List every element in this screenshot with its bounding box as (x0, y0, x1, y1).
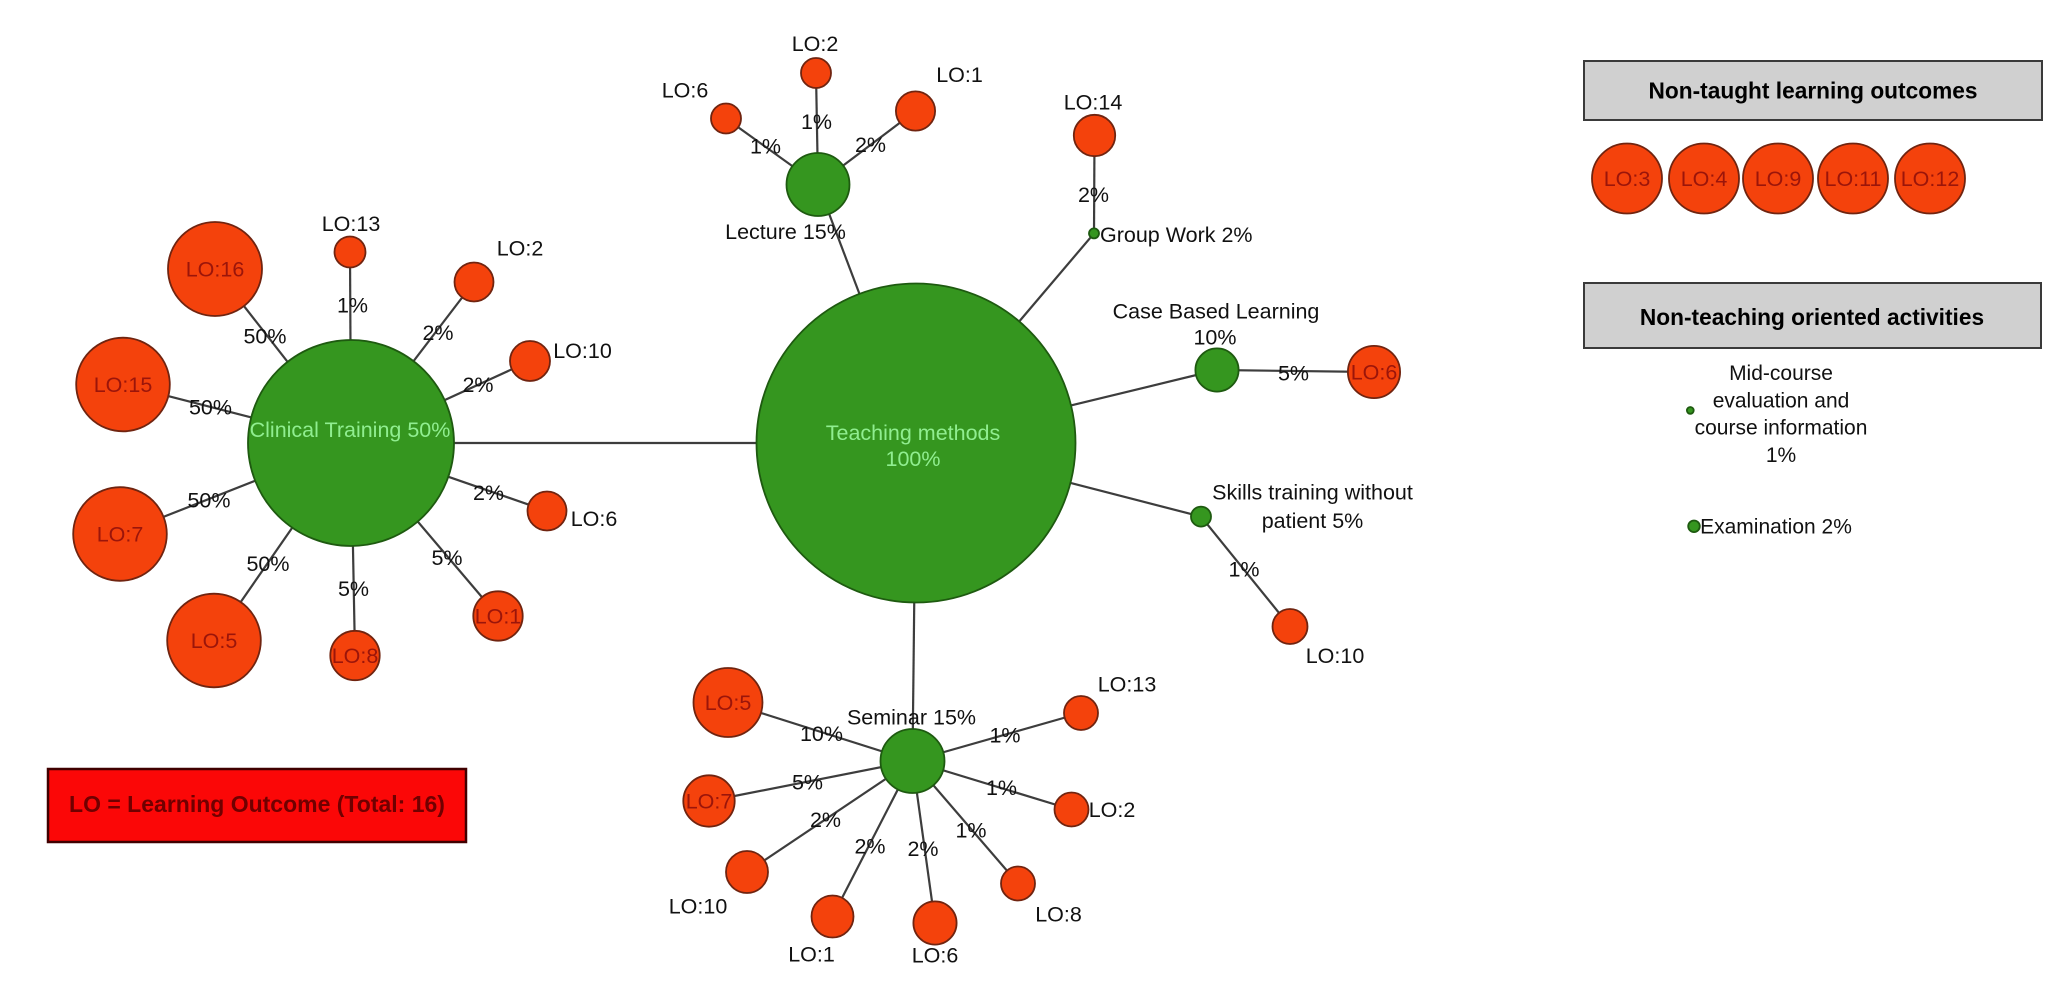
svg-text:LO:1: LO:1 (475, 605, 522, 629)
svg-text:LO:11: LO:11 (1825, 167, 1882, 191)
svg-text:10%: 10% (1193, 326, 1236, 350)
svg-text:1%: 1% (750, 135, 781, 159)
svg-text:Examination 2%: Examination 2% (1700, 516, 1852, 539)
svg-text:evaluation and: evaluation and (1713, 389, 1850, 412)
svg-text:LO:10: LO:10 (669, 895, 728, 919)
svg-text:2%: 2% (810, 808, 841, 832)
svg-text:LO:7: LO:7 (97, 523, 144, 547)
svg-text:1%: 1% (801, 110, 832, 134)
svg-text:Group Work 2%: Group Work 2% (1100, 223, 1253, 247)
svg-text:LO:10: LO:10 (1306, 644, 1365, 668)
svg-text:LO:15: LO:15 (94, 373, 153, 397)
svg-text:2%: 2% (907, 837, 938, 861)
svg-text:Mid-course: Mid-course (1729, 362, 1833, 385)
svg-text:5%: 5% (1278, 362, 1309, 386)
svg-text:LO:10: LO:10 (553, 339, 612, 363)
svg-text:LO:6: LO:6 (662, 79, 709, 103)
svg-text:LO:6: LO:6 (912, 944, 959, 968)
svg-text:Seminar 15%: Seminar 15% (847, 706, 976, 730)
svg-text:Clinical Training 50%: Clinical Training 50% (250, 418, 451, 442)
svg-text:1%: 1% (955, 819, 986, 843)
svg-text:1%: 1% (337, 294, 368, 318)
svg-text:2%: 2% (855, 133, 886, 157)
svg-text:LO:8: LO:8 (1035, 903, 1082, 927)
svg-text:Case Based Learning: Case Based Learning (1113, 300, 1320, 324)
svg-text:LO:13: LO:13 (322, 212, 381, 236)
svg-text:LO:4: LO:4 (1681, 167, 1728, 191)
svg-text:LO:8: LO:8 (332, 644, 379, 668)
svg-text:LO:2: LO:2 (792, 32, 839, 56)
svg-text:10%: 10% (800, 722, 843, 746)
svg-text:Teaching methods: Teaching methods (826, 421, 1001, 445)
svg-text:course information: course information (1695, 417, 1868, 440)
svg-text:LO:1: LO:1 (936, 63, 983, 87)
svg-text:LO:2: LO:2 (1089, 798, 1136, 822)
svg-text:LO:14: LO:14 (1064, 91, 1123, 115)
svg-text:LO:16: LO:16 (186, 258, 245, 282)
svg-text:LO:2: LO:2 (497, 237, 544, 261)
svg-text:LO:12: LO:12 (1901, 167, 1960, 191)
svg-text:LO:13: LO:13 (1098, 673, 1157, 697)
svg-text:LO:7: LO:7 (686, 790, 733, 814)
svg-text:50%: 50% (189, 396, 232, 420)
svg-text:5%: 5% (792, 771, 823, 795)
svg-text:5%: 5% (431, 546, 462, 570)
svg-text:LO:6: LO:6 (1351, 361, 1398, 385)
svg-text:Non-taught learning outcomes: Non-taught learning outcomes (1649, 78, 1978, 104)
svg-text:LO:5: LO:5 (705, 691, 752, 715)
svg-text:50%: 50% (246, 552, 289, 576)
svg-text:Non-teaching oriented activiti: Non-teaching oriented activities (1640, 304, 1984, 330)
svg-text:LO = Learning Outcome (Total:: LO = Learning Outcome (Total: 16) (69, 791, 445, 817)
svg-text:2%: 2% (1078, 183, 1109, 207)
svg-text:LO:1: LO:1 (788, 943, 835, 967)
svg-text:50%: 50% (187, 489, 230, 513)
svg-text:1%: 1% (986, 776, 1017, 800)
svg-text:LO:9: LO:9 (1755, 167, 1802, 191)
svg-text:1%: 1% (1766, 444, 1796, 467)
svg-text:1%: 1% (989, 724, 1020, 748)
svg-text:2%: 2% (462, 373, 493, 397)
svg-text:2%: 2% (473, 481, 504, 505)
svg-text:LO:6: LO:6 (571, 507, 618, 531)
svg-text:5%: 5% (338, 577, 369, 601)
svg-text:2%: 2% (422, 321, 453, 345)
svg-text:LO:5: LO:5 (191, 629, 238, 653)
svg-text:2%: 2% (854, 835, 885, 859)
svg-text:Lecture 15%: Lecture 15% (725, 220, 846, 244)
svg-text:Skills training without: Skills training without (1212, 481, 1413, 505)
svg-text:1%: 1% (1228, 558, 1259, 582)
svg-text:patient 5%: patient 5% (1262, 509, 1364, 533)
svg-text:50%: 50% (243, 325, 286, 349)
svg-text:LO:3: LO:3 (1604, 167, 1651, 191)
svg-text:100%: 100% (886, 447, 941, 471)
